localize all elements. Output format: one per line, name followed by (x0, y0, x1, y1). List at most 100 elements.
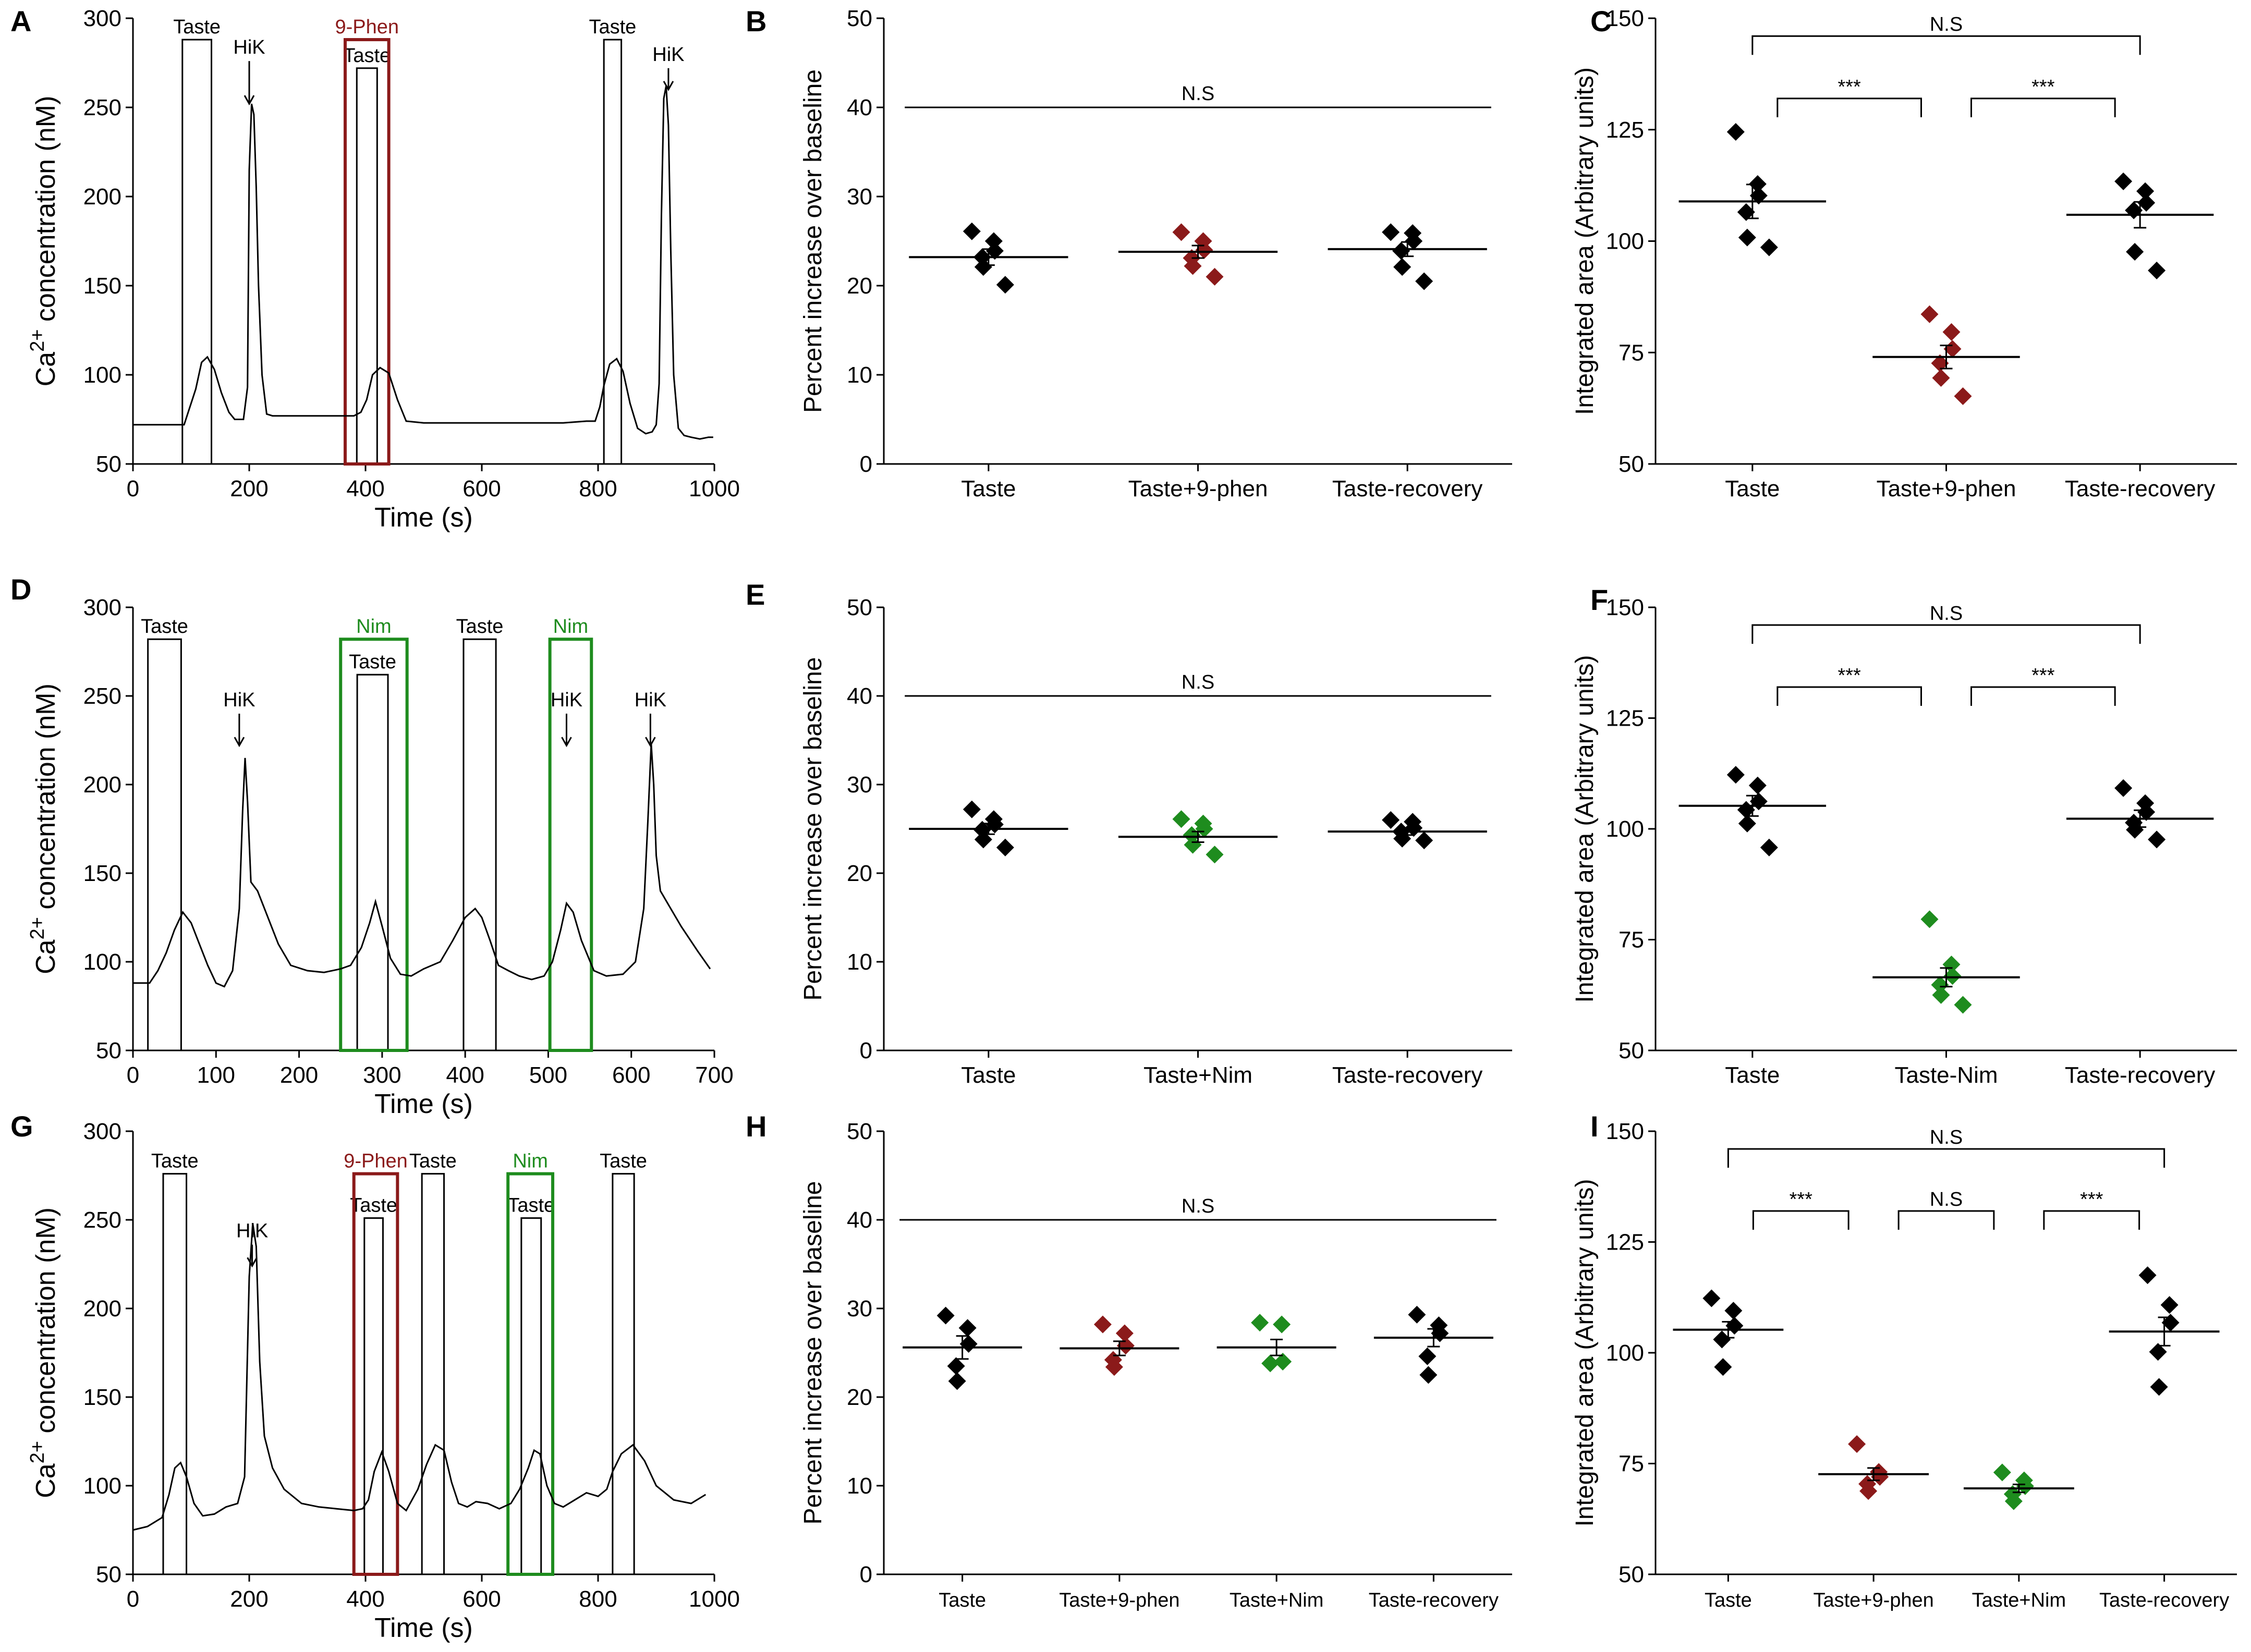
y-tick-label: 250 (83, 1207, 121, 1233)
y-tick-label: 250 (83, 683, 121, 709)
stimulus-box (356, 674, 389, 1051)
stimulus-label: Taste (350, 1195, 397, 1217)
y-tick-label: 200 (83, 184, 121, 210)
y-axis-label: Ca2+ concentration (nM) (27, 96, 61, 387)
data-point (1415, 831, 1433, 850)
panel-f: F 50 75 100 125 150 Integrated area (Arbitrary… (1571, 583, 2237, 1088)
stimulus-label: 9-Phen (344, 1151, 408, 1172)
stimulus-label: Taste (507, 1195, 555, 1217)
drug-box (506, 1172, 555, 1576)
significance-label: *** (1838, 665, 1861, 687)
y-axis-label: Ca2+ concentration (nM) (27, 683, 61, 974)
y-tick-label: 200 (83, 1296, 121, 1321)
data-point (974, 830, 992, 849)
stimulus-label: Taste (600, 1151, 647, 1172)
y-tick-label: 150 (1606, 595, 1644, 620)
y-tick-label: 125 (1606, 706, 1644, 731)
x-tick-label: 500 (529, 1062, 567, 1088)
y-tick-label: 30 (847, 772, 872, 798)
category-label: Taste+Nim (1230, 1589, 1324, 1611)
data-point (1206, 846, 1224, 864)
data-point (1760, 238, 1778, 256)
arrow-head (561, 737, 572, 748)
x-tick-label: 800 (579, 1586, 617, 1612)
category-label: Taste-recovery (1332, 476, 1483, 501)
significance-bracket (1751, 624, 2141, 644)
data-point (958, 1319, 977, 1337)
data-point (2161, 1314, 2180, 1332)
y-tick-label: 40 (847, 95, 872, 120)
arrow-head (244, 95, 255, 106)
significance-bracket (1727, 1148, 2165, 1168)
y-tick-label: 300 (83, 1119, 121, 1144)
significance-label: N.S (1930, 14, 1963, 35)
data-point (2004, 1492, 2023, 1510)
category-label: Taste+9-phen (1128, 476, 1268, 501)
y-tick-label: 250 (83, 95, 121, 120)
significance-bracket (1970, 97, 2116, 117)
x-tick-label: 400 (446, 1062, 484, 1088)
data-point (1115, 1324, 1134, 1342)
data-point (1748, 776, 1767, 794)
significance-label: *** (1790, 1189, 1813, 1210)
data-point (1419, 1366, 1438, 1384)
data-point (1274, 1353, 1292, 1370)
trace-line (132, 1223, 707, 1531)
y-tick-label: 30 (847, 184, 872, 210)
data-point (2148, 830, 2166, 849)
stimulus-label: Nim (356, 616, 392, 638)
x-tick-label: 300 (363, 1062, 401, 1088)
y-axis-label: Percent increase over baseline (799, 657, 827, 1000)
stimulus-box (181, 39, 213, 465)
x-tick-label: 600 (612, 1062, 650, 1088)
data-point (1418, 1347, 1437, 1365)
panel-label: D (10, 573, 31, 606)
data-point (1206, 267, 1224, 286)
significance-label: N.S (1182, 1195, 1214, 1217)
data-point (1954, 996, 1972, 1014)
data-point (1871, 1468, 1889, 1486)
category-label: Taste (1705, 1589, 1752, 1611)
significance-label: *** (2031, 76, 2055, 98)
stimulus-label: Taste (349, 651, 396, 673)
y-tick-label: 10 (847, 362, 872, 388)
significance-label: N.S (1930, 1127, 1963, 1148)
data-point (985, 242, 1004, 260)
y-tick-label: 100 (83, 362, 121, 388)
y-tick-label: 0 (860, 451, 872, 477)
data-point (1993, 1463, 2011, 1482)
x-axis-label: Time (s) (374, 503, 473, 533)
category-label: Taste-recovery (2099, 1589, 2229, 1611)
data-point (1943, 340, 1962, 358)
category-label: Taste+Nim (1143, 1062, 1252, 1088)
y-tick-label: 150 (1606, 1119, 1644, 1144)
data-point (2016, 1477, 2034, 1495)
stimulus-label: Taste (589, 16, 636, 38)
data-point (1195, 820, 1213, 838)
data-point (1273, 1315, 1291, 1333)
data-point (1172, 223, 1190, 241)
data-point (948, 1372, 966, 1390)
y-tick-label: 50 (96, 1038, 121, 1063)
y-tick-label: 75 (1619, 927, 1644, 953)
data-point (1408, 1305, 1426, 1324)
data-point (1932, 369, 1950, 387)
category-label: Taste+9-phen (1059, 1589, 1179, 1611)
x-tick-label: 1000 (689, 1586, 740, 1612)
x-tick-label: 700 (695, 1062, 733, 1088)
data-point (1713, 1330, 1731, 1349)
data-point (2114, 172, 2133, 190)
data-point (1920, 305, 1939, 323)
y-tick-label: 50 (96, 1562, 121, 1587)
stimulus-label: Taste (173, 16, 221, 38)
y-tick-label: 0 (860, 1038, 872, 1063)
drug-box (343, 38, 391, 466)
significance-label: N.S (1182, 83, 1214, 105)
category-label: Taste (1725, 476, 1780, 501)
y-axis-label: Ca2+ concentration (nM) (27, 1207, 61, 1498)
arrow-label: HiK (635, 689, 666, 711)
x-tick-label: 0 (127, 1586, 139, 1612)
data-point (1932, 986, 1950, 1004)
drug-box (339, 638, 409, 1052)
